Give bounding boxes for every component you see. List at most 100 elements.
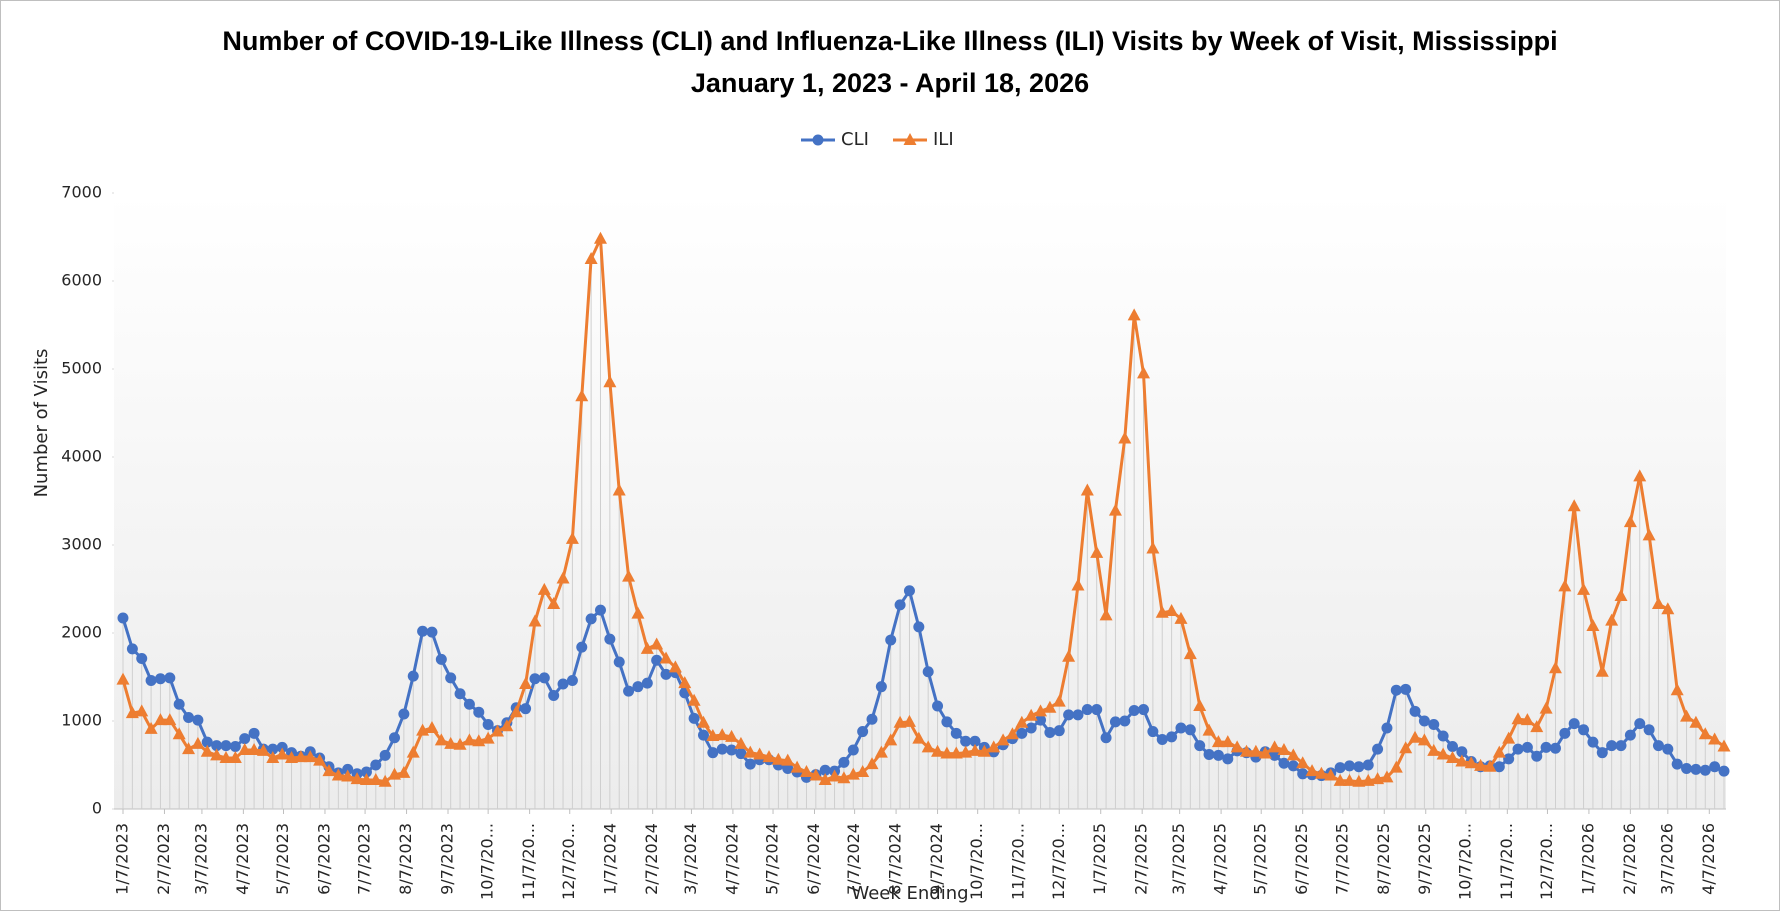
triangle-marker	[1127, 308, 1141, 321]
triangle-marker	[1015, 715, 1029, 728]
x-tick-label: 3/7/2026	[1657, 823, 1676, 895]
circle-marker	[1699, 764, 1711, 776]
triangle-marker	[584, 252, 598, 264]
circle-marker	[145, 675, 157, 687]
triangle-marker	[359, 772, 373, 785]
circle-marker	[1203, 748, 1215, 760]
triangle-marker	[912, 731, 926, 744]
triangle-marker	[1558, 579, 1572, 592]
triangle-marker	[1455, 754, 1469, 767]
circle-marker	[1119, 715, 1131, 727]
circle-marker	[1138, 704, 1150, 716]
triangle-marker	[238, 743, 252, 756]
legend: CLI ILI	[801, 129, 954, 150]
circle-marker	[1147, 726, 1159, 738]
circle-marker	[1044, 726, 1056, 738]
circle-marker	[164, 672, 176, 684]
triangle-marker	[1024, 708, 1038, 721]
triangle-marker	[500, 719, 514, 732]
circle-marker	[1100, 732, 1112, 744]
circle-marker	[1718, 765, 1730, 777]
series-0	[117, 585, 1730, 783]
x-tick-label: 11/7/20...	[1009, 823, 1028, 900]
circle-marker	[875, 681, 887, 693]
circle-marker	[117, 612, 129, 624]
triangle-marker	[1717, 739, 1731, 752]
circle-marker	[651, 654, 663, 666]
triangle-marker	[369, 772, 383, 785]
circle-marker	[154, 673, 166, 685]
x-tick-label: 9/7/2024	[927, 823, 946, 895]
x-tick-label: 4/7/2023	[233, 823, 252, 895]
triangle-marker	[1708, 732, 1722, 745]
chart-title: Number of COVID-19-Like Illness (CLI) an…	[222, 26, 1558, 98]
triangle-marker	[1211, 735, 1225, 748]
circle-marker	[1596, 747, 1608, 759]
triangle-marker	[210, 748, 224, 761]
triangle-marker	[275, 747, 289, 760]
circle-marker	[1606, 740, 1618, 752]
circle-marker	[1063, 709, 1075, 721]
x-tick-label: 2/7/2026	[1620, 823, 1639, 895]
circle-marker	[1521, 741, 1533, 753]
y-tick-label: 7000	[61, 183, 102, 202]
circle-marker	[688, 712, 700, 724]
circle-marker	[613, 656, 625, 668]
triangle-marker	[874, 745, 888, 758]
circle-marker	[1681, 763, 1693, 775]
triangle-marker	[434, 733, 448, 746]
triangle-marker	[687, 693, 701, 706]
circle-marker	[267, 743, 279, 755]
triangle-marker	[1436, 747, 1450, 760]
x-tick-label: 11/7/20...	[519, 823, 538, 900]
circle-marker	[866, 713, 878, 725]
triangle-marker	[593, 231, 607, 244]
triangle-marker	[1633, 469, 1647, 482]
triangle-marker	[1296, 756, 1310, 769]
triangle-marker	[1090, 545, 1104, 558]
triangle-marker	[1165, 604, 1179, 616]
x-tick-label: 10/7/20...	[478, 823, 497, 900]
x-tick-label: 9/7/2025	[1415, 823, 1434, 895]
circle-marker	[1549, 742, 1561, 754]
triangle-marker	[116, 672, 130, 685]
triangle-marker	[266, 750, 280, 763]
triangle-marker	[1043, 700, 1057, 713]
circle-marker	[1156, 733, 1168, 745]
triangle-marker	[1445, 750, 1459, 763]
x-tick-label: 8/7/2025	[1374, 823, 1393, 895]
triangle-marker	[144, 721, 158, 734]
circle-marker	[894, 599, 906, 611]
x-tick-label: 11/7/20...	[1497, 823, 1516, 900]
triangle-marker	[1052, 694, 1066, 707]
triangle-marker	[902, 714, 916, 727]
triangle-marker	[397, 765, 411, 778]
triangle-marker	[1314, 766, 1328, 779]
triangle-marker	[1137, 366, 1151, 379]
circle-marker	[744, 758, 756, 770]
triangle-marker	[341, 769, 355, 782]
triangle-marker	[1277, 743, 1291, 756]
triangle-marker	[1342, 773, 1356, 786]
circle-marker	[566, 675, 578, 687]
circle-marker	[342, 763, 354, 775]
triangle-marker	[865, 757, 879, 770]
circle-marker	[576, 641, 588, 653]
circle-marker	[398, 708, 410, 720]
circle-marker	[819, 764, 831, 776]
triangle-marker	[453, 737, 467, 750]
triangle-marker	[1399, 741, 1413, 754]
x-tick-label: 8/7/2023	[396, 823, 415, 895]
legend-label: CLI	[841, 129, 869, 150]
triangle-marker	[715, 728, 729, 741]
circle-marker	[660, 668, 672, 680]
x-tick-label: 2/7/2024	[642, 823, 661, 895]
circle-marker	[426, 626, 438, 638]
triangle-marker	[528, 614, 542, 627]
triangle-marker	[303, 750, 317, 763]
circle-marker	[407, 670, 419, 682]
triangle-marker	[1034, 704, 1048, 717]
circle-marker	[1456, 746, 1468, 758]
triangle-marker	[1614, 589, 1628, 602]
circle-marker	[735, 748, 747, 760]
